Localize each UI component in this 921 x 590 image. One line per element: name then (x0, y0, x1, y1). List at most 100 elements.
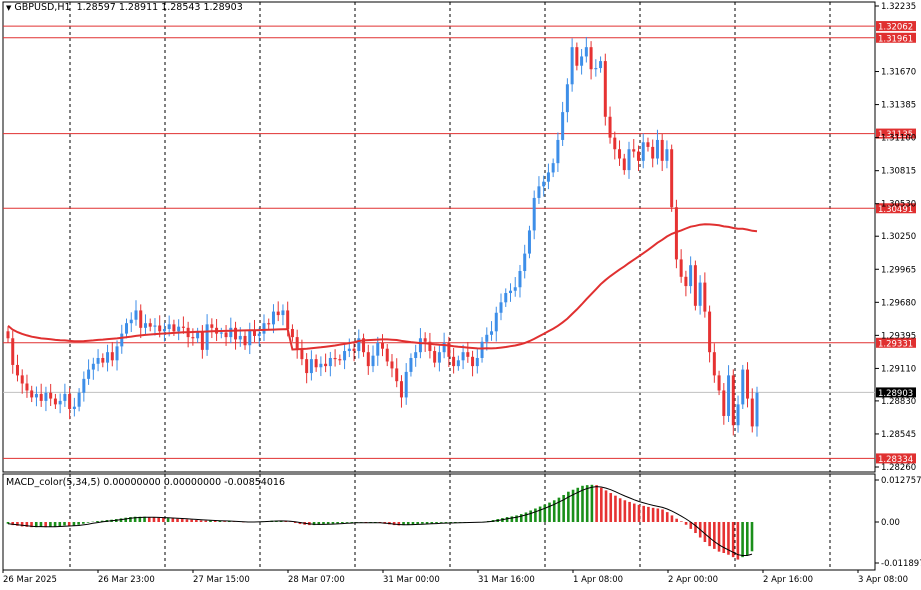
candle-body (456, 360, 460, 367)
candle-body (532, 197, 536, 231)
candle-body (286, 310, 290, 329)
candle-body (689, 265, 693, 287)
price-level-label: 1.31961 (878, 34, 913, 44)
price-tick-label: 1.28260 (881, 463, 916, 473)
candle-body (584, 47, 588, 57)
price-tick-label: 1.32235 (881, 2, 916, 12)
macd-tick-label: 0.0127576 (881, 476, 921, 486)
macd-tick-label: -0.0118979 (881, 559, 921, 569)
candle-body (110, 352, 114, 361)
macd-signal-line (7, 486, 753, 556)
candle-body (72, 406, 76, 410)
price-level-label: 1.28334 (878, 455, 913, 465)
candle-body (53, 398, 57, 405)
candle-body (148, 323, 152, 327)
candle-body (58, 400, 62, 405)
chart-title: ▼ GBPUSD,H1 1.28597 1.28911 1.28543 1.289… (6, 2, 243, 13)
candle-body (727, 375, 731, 416)
candle-body (106, 352, 110, 363)
candle-body (248, 330, 252, 346)
candle-body (717, 375, 721, 391)
candle-body (20, 375, 24, 384)
candle-body (475, 357, 479, 367)
candle-body (399, 381, 403, 398)
candle-body (693, 265, 697, 306)
candlesticks[interactable] (6, 36, 759, 437)
candle-body (257, 333, 261, 336)
price-level-tag (876, 337, 916, 348)
candle-body (281, 310, 285, 316)
candle-body (87, 369, 91, 379)
candle-body (34, 393, 38, 398)
candle-body (395, 368, 399, 382)
current-price-tag (876, 387, 916, 398)
candle-body (513, 287, 517, 291)
candle-body (741, 369, 745, 405)
price-tick-label: 1.30530 (881, 200, 916, 210)
candle-body (319, 363, 323, 368)
candle-body (253, 330, 257, 336)
candle-body (139, 310, 143, 328)
candle-body (347, 348, 351, 352)
candle-body (471, 356, 475, 367)
candle-body (736, 404, 740, 426)
price-tick-label: 1.31385 (881, 101, 916, 111)
candle-body (200, 332, 204, 350)
candle-body (409, 357, 413, 372)
price-level-tag (876, 21, 916, 32)
candle-body (565, 84, 569, 113)
candle-body (238, 335, 242, 340)
candle-body (613, 137, 617, 150)
time-tick-label: 31 Mar 16:00 (478, 575, 535, 585)
candle-body (196, 332, 200, 339)
price-level-label: 1.30491 (878, 205, 913, 215)
candle-body (290, 328, 294, 338)
candle-body (580, 56, 584, 66)
main-panel-border (2, 1, 876, 473)
candle-body (125, 323, 129, 334)
candle-body (665, 149, 669, 161)
candle-body (542, 181, 546, 187)
moving-average-line (7, 223, 758, 351)
candle-body (25, 383, 29, 391)
candle-body (466, 352, 470, 357)
candle-body (210, 324, 214, 328)
price-level-label: 1.32062 (878, 23, 913, 33)
candle-body (494, 312, 498, 332)
triangle-down-icon[interactable]: ▼ (6, 4, 12, 12)
candle-body (177, 326, 181, 332)
candle-body (575, 47, 579, 66)
candle-body (755, 392, 759, 427)
candle-body (437, 352, 441, 363)
candle-body (44, 392, 48, 401)
time-tick-label: 2 Apr 00:00 (668, 575, 718, 585)
candle-body (68, 393, 72, 410)
candle-body (314, 359, 318, 368)
candle-body (703, 282, 707, 312)
candle-body (527, 230, 531, 254)
candle-body (333, 357, 337, 360)
candle-body (608, 116, 612, 138)
candle-body (134, 310, 138, 320)
candle-body (518, 271, 522, 288)
candle-body (556, 139, 560, 164)
time-tick-label: 1 Apr 08:00 (573, 575, 623, 585)
price-level-label: 1.29331 (878, 339, 913, 349)
current-price-label: 1.28903 (878, 389, 913, 399)
candle-body (362, 338, 366, 353)
candle-body (746, 369, 750, 399)
candle-body (480, 341, 484, 358)
candle-body (181, 326, 185, 328)
price-level-tag (876, 203, 916, 214)
time-tick-label: 3 Apr 08:00 (858, 575, 908, 585)
candle-body (276, 311, 280, 316)
candle-body (205, 324, 209, 350)
symbol-timeframe: GBPUSD,H1 (14, 2, 71, 13)
candle-body (390, 361, 394, 369)
candle-body (328, 357, 332, 367)
candle-body (561, 112, 565, 140)
macd-title: MACD_color(5,34,5) 0.00000000 0.00000000… (6, 477, 285, 488)
